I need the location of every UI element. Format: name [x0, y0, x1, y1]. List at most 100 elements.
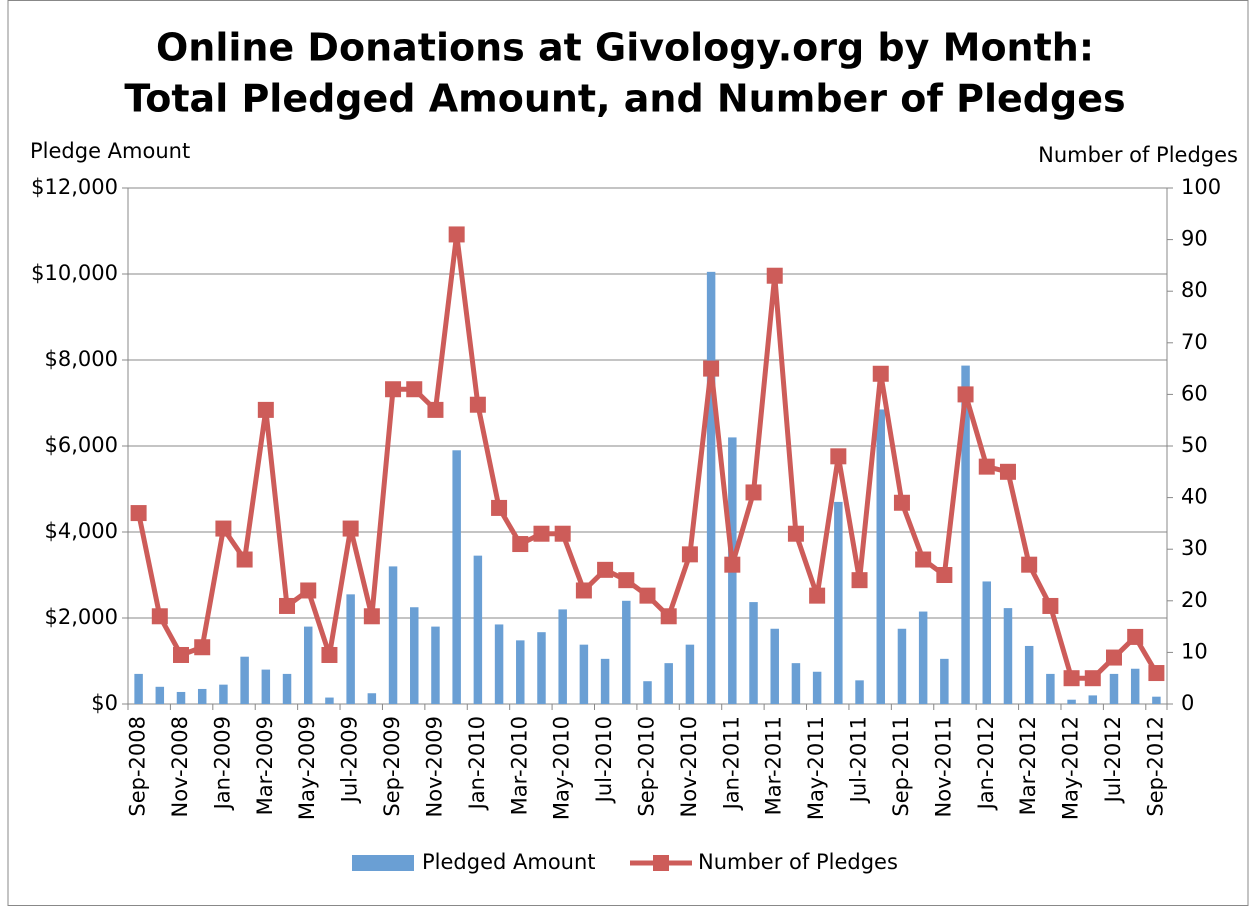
marker: [151, 608, 168, 625]
y2-tick-label: 90: [1181, 227, 1208, 251]
marker: [660, 608, 677, 625]
bar: [664, 663, 673, 704]
x-tick-label: Mar-2009: [253, 716, 277, 815]
bar: [219, 684, 228, 704]
bar: [834, 501, 843, 704]
bar: [1152, 696, 1161, 704]
x-tick-label: Nov-2008: [168, 716, 192, 817]
bar: [388, 566, 398, 704]
x-tick-label: Sep-2009: [380, 716, 404, 817]
bar: [176, 691, 186, 704]
bar: [643, 681, 652, 704]
marker: [130, 505, 147, 522]
bar: [452, 450, 461, 704]
marker: [512, 536, 529, 553]
bar: [961, 365, 970, 704]
marker: [575, 582, 592, 599]
bar: [410, 607, 419, 704]
y-tick-label: $6,000: [45, 433, 118, 457]
x-tick-label: Jul-2011: [847, 716, 871, 804]
bar: [982, 581, 992, 704]
bar: [494, 624, 504, 704]
bar: [473, 555, 483, 704]
x-tick-label: Mar-2012: [1016, 716, 1040, 815]
marker: [427, 401, 444, 418]
x-tick-label: Jan-2009: [210, 716, 234, 811]
y2-tick-label: 50: [1181, 433, 1208, 457]
y-tick-label: $8,000: [45, 347, 118, 371]
x-tick-label: Sep-2011: [889, 716, 913, 817]
bar: [1024, 645, 1034, 704]
marker: [872, 365, 889, 382]
chart-subtitle: Total Pledged Amount, and Number of Pled…: [124, 77, 1125, 121]
bar: [600, 658, 610, 704]
marker: [1063, 670, 1080, 687]
y-tick-label: $10,000: [31, 261, 118, 285]
bar: [134, 673, 143, 704]
bar: [1003, 608, 1013, 704]
marker: [406, 381, 423, 398]
marker: [491, 499, 508, 516]
bar: [1109, 673, 1119, 704]
bar: [367, 693, 377, 704]
y2-tick-label: 0: [1181, 691, 1194, 715]
marker: [999, 463, 1016, 480]
legend-label: Number of Pledges: [698, 850, 898, 874]
x-tick-label: Nov-2010: [677, 716, 701, 817]
bar: [706, 271, 716, 704]
bar: [622, 600, 631, 704]
legend-label: Pledged Amount: [422, 850, 596, 874]
bar: [516, 640, 525, 704]
bar: [770, 628, 779, 704]
marker: [766, 267, 783, 284]
marker: [936, 567, 953, 583]
bar: [579, 644, 589, 704]
y2-tick-label: 80: [1181, 278, 1208, 302]
bar: [791, 663, 801, 704]
bar: [876, 409, 885, 704]
bar: [940, 658, 949, 704]
marker: [300, 582, 317, 599]
x-tick-label: May-2011: [804, 716, 828, 820]
bar: [749, 602, 758, 704]
marker: [1148, 665, 1165, 682]
x-tick-label: Sep-2012: [1143, 716, 1167, 817]
y-tick-label: $4,000: [45, 519, 118, 543]
bar: [685, 644, 695, 704]
marker: [215, 520, 232, 537]
frame: [7, 0, 1249, 906]
y2-tick-label: 100: [1181, 175, 1221, 199]
bar: [240, 656, 249, 704]
y2-axis-title: Number of Pledges: [1038, 143, 1238, 167]
x-tick-label: Jan-2010: [465, 716, 489, 811]
marker: [851, 572, 868, 589]
y-tick-label: $12,000: [31, 175, 118, 199]
x-tick-label: Nov-2009: [422, 716, 446, 817]
x-tick-label: May-2010: [550, 716, 574, 820]
y2-tick-label: 60: [1181, 381, 1208, 405]
marker: [915, 551, 932, 568]
marker: [978, 458, 995, 475]
x-tick-label: Mar-2010: [507, 716, 531, 815]
x-tick-label: Sep-2008: [126, 716, 150, 817]
x-tick-label: Sep-2010: [635, 716, 659, 817]
marker: [745, 484, 762, 501]
marker: [597, 561, 614, 578]
marker: [830, 448, 847, 465]
marker: [173, 646, 190, 663]
marker: [639, 587, 656, 604]
marker: [363, 608, 380, 625]
bar: [1067, 699, 1076, 704]
bar: [537, 632, 546, 704]
marker: [279, 597, 296, 614]
bar: [897, 628, 907, 704]
bar: [812, 671, 822, 704]
marker: [448, 226, 465, 243]
y2-tick-label: 40: [1181, 485, 1208, 509]
bar: [918, 611, 928, 704]
y2-tick-label: 10: [1181, 639, 1208, 663]
bar: [1046, 673, 1055, 704]
bar: [197, 688, 207, 704]
x-tick-label: Jan-2011: [719, 716, 743, 811]
